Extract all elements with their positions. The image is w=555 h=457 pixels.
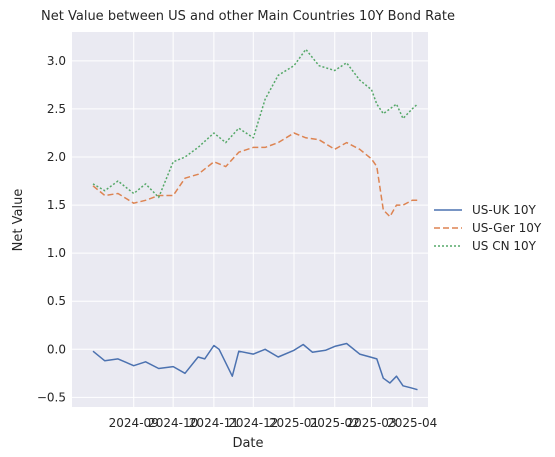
legend-label-1: US-Ger 10Y [472,221,542,235]
x-tick-label: 2025-04 [387,416,437,430]
x-tick-label: 2024-10 [148,416,198,430]
x-tick-label: 2024-09 [109,416,159,430]
y-tick-label: 3.0 [47,54,66,68]
x-axis-label: Date [232,436,263,451]
y-tick-label: 0.0 [47,342,66,356]
x-tick-label: 2025-01 [269,416,319,430]
x-tick-label: 2025-03 [346,416,396,430]
series-line-2 [92,48,419,199]
legend-label-0: US-UK 10Y [472,203,536,217]
series-line-0 [92,342,418,391]
legend-label-2: US CN 10Y [472,239,537,253]
y-tick-label: 1.0 [47,246,66,260]
legend: US-UK 10Y US-Ger 10Y US CN 10Y [434,203,542,253]
y-axis-ticks: −0.5 0.0 0.5 1.0 1.5 2.0 2.5 3.0 [37,54,66,405]
y-axis-label: Net Value [11,189,26,252]
y-tick-label: 2.0 [47,150,66,164]
x-tick-label: 2025-02 [310,416,360,430]
series-lines [92,48,419,391]
plot-area [72,32,428,407]
y-tick-label: −0.5 [37,390,66,404]
y-tick-label: 0.5 [47,294,66,308]
series-line-1 [92,132,418,218]
x-tick-label: 2024-11 [189,416,239,430]
x-tick-label: 2024-12 [228,416,278,430]
y-tick-label: 1.5 [47,198,66,212]
grid [72,32,428,407]
chart-title: Net Value between US and other Main Coun… [41,9,455,24]
y-tick-label: 2.5 [47,102,66,116]
x-axis-ticks: 2024-092024-102024-112024-122025-012025-… [109,416,438,430]
